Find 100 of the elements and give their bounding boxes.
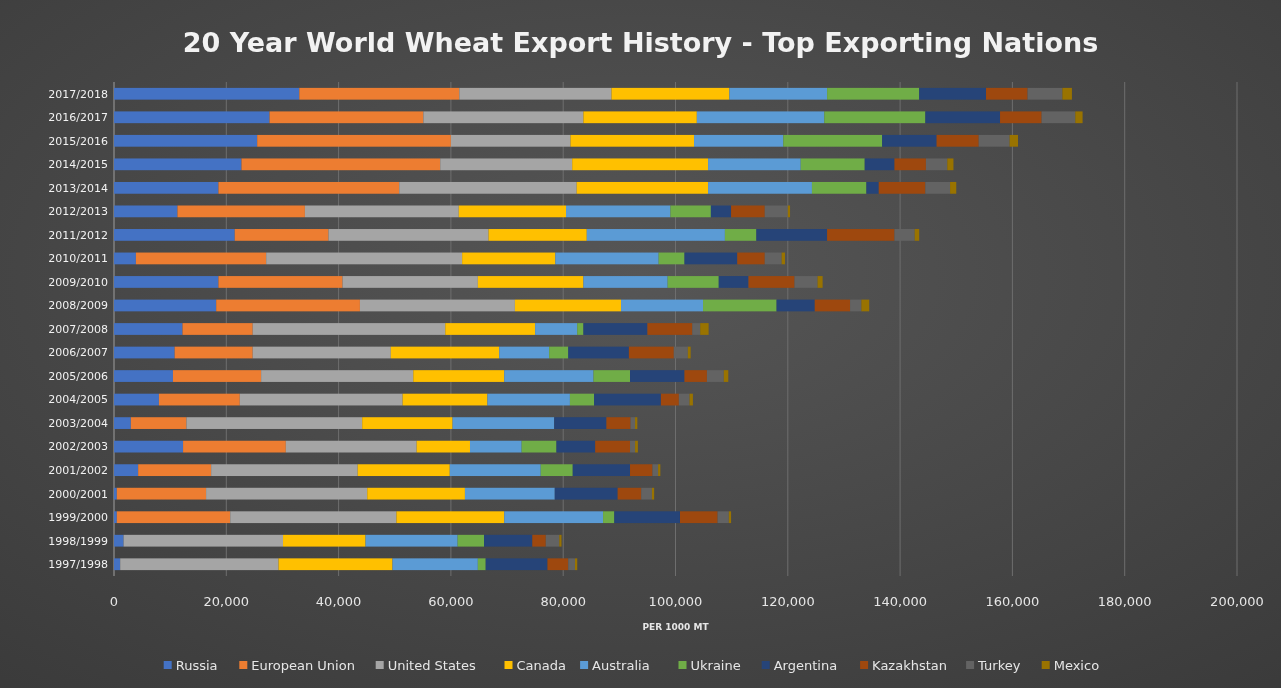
bar — [269, 111, 424, 124]
bar — [554, 417, 607, 429]
bar — [545, 534, 560, 547]
bar — [658, 464, 661, 477]
bar — [703, 299, 777, 312]
bar — [464, 487, 555, 500]
legend-label: United States — [387, 657, 476, 673]
bar — [595, 440, 631, 453]
bar — [504, 370, 594, 382]
bar — [570, 134, 695, 147]
bar — [402, 393, 488, 406]
bar — [882, 134, 937, 147]
bar — [114, 464, 139, 477]
y-tick-label: 2002/2003 — [48, 440, 108, 454]
bar — [1041, 111, 1076, 124]
bar — [230, 511, 397, 524]
bar — [445, 323, 536, 335]
bar — [488, 229, 587, 241]
bar — [114, 181, 219, 194]
bar — [304, 205, 459, 218]
bar — [114, 440, 184, 453]
bar — [630, 417, 636, 429]
bar — [700, 323, 709, 335]
bar — [211, 464, 358, 477]
x-tick-label: 0 — [109, 594, 119, 609]
bar — [684, 252, 738, 265]
bar — [114, 511, 117, 524]
legend-label: European Union — [251, 657, 355, 673]
bar — [174, 346, 253, 359]
y-tick-label: 2005/2006 — [48, 369, 108, 383]
bar — [114, 205, 178, 218]
bar — [678, 393, 690, 406]
bar — [878, 181, 926, 194]
bar — [866, 181, 879, 194]
bar — [583, 111, 697, 124]
bar — [342, 276, 478, 288]
bar — [261, 370, 414, 382]
bar — [114, 558, 121, 571]
bar — [278, 558, 393, 571]
bar — [266, 252, 463, 265]
bar — [660, 393, 679, 406]
legend-label: Australia — [592, 657, 650, 673]
y-tick-label: 2016/2017 — [48, 111, 108, 125]
bar — [568, 558, 575, 571]
bar — [504, 511, 604, 524]
bar — [114, 87, 300, 100]
y-tick-label: 2001/2002 — [48, 463, 108, 477]
bar — [574, 558, 578, 571]
x-tick-label: 160,000 — [985, 594, 1040, 609]
bar — [748, 276, 795, 288]
bar — [710, 205, 732, 218]
bar — [577, 323, 584, 335]
bar — [894, 158, 926, 171]
bar — [540, 464, 573, 477]
bar — [914, 229, 920, 241]
bar — [583, 276, 668, 288]
bar — [241, 158, 441, 171]
bar — [521, 440, 557, 453]
x-tick-label: 120,000 — [760, 594, 815, 609]
bar — [114, 487, 117, 500]
bar — [696, 111, 825, 124]
bar — [114, 323, 183, 335]
bar — [583, 323, 648, 335]
bar — [114, 346, 175, 359]
bar — [457, 534, 485, 547]
y-tick-label: 1998/1999 — [48, 534, 108, 548]
bar — [114, 534, 124, 547]
bar — [392, 558, 478, 571]
bar — [706, 370, 724, 382]
bar — [487, 393, 570, 406]
bar — [647, 323, 693, 335]
bar — [635, 440, 638, 453]
bar — [449, 464, 541, 477]
bar — [218, 181, 400, 194]
bar — [477, 276, 584, 288]
bar — [416, 440, 470, 453]
bar — [764, 252, 782, 265]
bar — [651, 487, 655, 500]
bar — [114, 276, 219, 288]
bar — [925, 181, 951, 194]
y-tick-label: 2012/2013 — [48, 205, 108, 219]
bar — [850, 299, 862, 312]
bar — [728, 511, 732, 524]
bar — [130, 417, 187, 429]
bar — [566, 205, 671, 218]
bar — [283, 534, 366, 547]
bar — [399, 181, 577, 194]
bar — [114, 111, 270, 124]
bar — [827, 87, 920, 100]
bar — [559, 534, 562, 547]
bar — [183, 440, 286, 453]
bar — [630, 440, 636, 453]
bar — [116, 511, 231, 524]
bar — [817, 276, 823, 288]
bar — [756, 229, 828, 241]
bar — [635, 417, 638, 429]
bar — [120, 558, 279, 571]
bar — [1000, 111, 1042, 124]
bar — [925, 158, 948, 171]
bar — [440, 158, 573, 171]
